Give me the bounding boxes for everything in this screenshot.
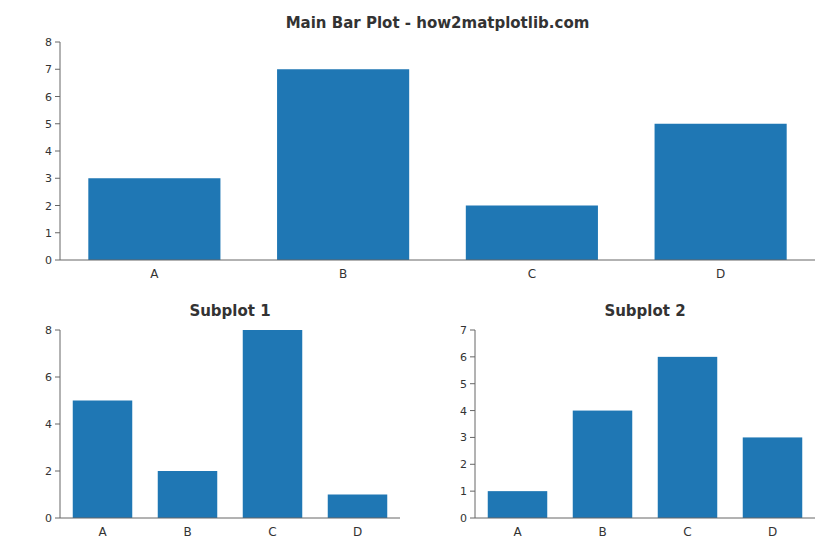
y-tick-label: 2 (45, 465, 52, 478)
y-tick (55, 471, 60, 472)
x-tick-label: A (98, 525, 107, 539)
y-tick-label: 4 (45, 418, 52, 431)
y-tick (470, 518, 475, 519)
bar (73, 401, 133, 519)
y-tick (470, 383, 475, 384)
x-tick-label: B (339, 267, 347, 281)
bars (488, 357, 803, 518)
y-tick (55, 260, 60, 261)
x-tick-label: C (683, 525, 691, 539)
y-tick (55, 42, 60, 43)
y-tick-label: 2 (45, 200, 52, 213)
y-tick-label: 0 (45, 512, 52, 525)
subplot: Subplot 1 0 2 4 6 8 A B C D (45, 302, 400, 539)
y-tick-label: 4 (460, 405, 467, 418)
y-tick (470, 410, 475, 411)
y-tick-label: 4 (45, 145, 52, 158)
page: {"chart_data": [ {"type": "bar", "title"… (0, 0, 840, 560)
subplot: Subplot 2 0 1 2 3 4 5 6 7 A B C D (460, 302, 815, 539)
y-tick-label: 6 (45, 371, 52, 384)
x-tick-label: B (183, 525, 191, 539)
y-tick-label: 0 (460, 512, 467, 525)
bar (655, 124, 787, 260)
y-tick (55, 178, 60, 179)
x-tick-label: C (528, 267, 536, 281)
y-tick-label: 8 (45, 324, 52, 337)
y-tick-label: 6 (45, 91, 52, 104)
bar (243, 330, 303, 518)
chart-canvas: Main Bar Plot - how2matplotlib.com 0 1 2 3 4 5… (0, 0, 840, 560)
y-tick (470, 330, 475, 331)
y-tick (55, 205, 60, 206)
y-tick (55, 232, 60, 233)
x-tick-label: D (353, 525, 362, 539)
bar (743, 437, 803, 518)
chart-title: Subplot 2 (604, 302, 685, 320)
x-tick-label: A (150, 267, 159, 281)
y-tick-label: 6 (460, 351, 467, 364)
y-tick (55, 424, 60, 425)
y-tick (55, 123, 60, 124)
chart-title: Subplot 1 (189, 302, 270, 320)
bar (88, 178, 220, 260)
y-tick (55, 377, 60, 378)
y-tick-label: 8 (45, 36, 52, 49)
bar (328, 495, 388, 519)
bar (466, 206, 598, 261)
y-tick (470, 464, 475, 465)
x-axis-line (60, 518, 400, 519)
y-tick (470, 491, 475, 492)
y-tick (55, 518, 60, 519)
bar (158, 471, 218, 518)
y-axis-line (60, 330, 61, 518)
y-tick-label: 1 (460, 485, 467, 498)
y-tick (55, 151, 60, 152)
y-tick-label: 3 (460, 431, 467, 444)
y-axis-line (475, 330, 476, 518)
y-tick (55, 330, 60, 331)
chart-title: Main Bar Plot - how2matplotlib.com (286, 14, 590, 32)
bars (88, 69, 786, 260)
y-tick (470, 437, 475, 438)
y-tick-label: 2 (460, 458, 467, 471)
y-tick-label: 5 (45, 118, 52, 131)
bar (488, 491, 548, 518)
bar (573, 411, 633, 518)
y-tick-label: 5 (460, 378, 467, 391)
y-axis-line (60, 42, 61, 260)
subplot: Main Bar Plot - how2matplotlib.com 0 1 2 3 4 5… (45, 14, 815, 281)
y-tick-label: 7 (460, 324, 467, 337)
x-tick-label: D (768, 525, 777, 539)
y-tick (55, 96, 60, 97)
x-tick-label: D (716, 267, 725, 281)
x-tick-label: B (598, 525, 606, 539)
y-tick-label: 3 (45, 172, 52, 185)
bar (658, 357, 718, 518)
y-tick (470, 356, 475, 357)
y-tick-label: 0 (45, 254, 52, 267)
x-tick-label: A (513, 525, 522, 539)
x-axis-line (475, 518, 815, 519)
bars (73, 330, 388, 518)
x-axis-line (60, 260, 815, 261)
y-tick (55, 69, 60, 70)
y-tick-label: 7 (45, 63, 52, 76)
y-tick-label: 1 (45, 227, 52, 240)
bar (277, 69, 409, 260)
x-tick-label: C (268, 525, 276, 539)
